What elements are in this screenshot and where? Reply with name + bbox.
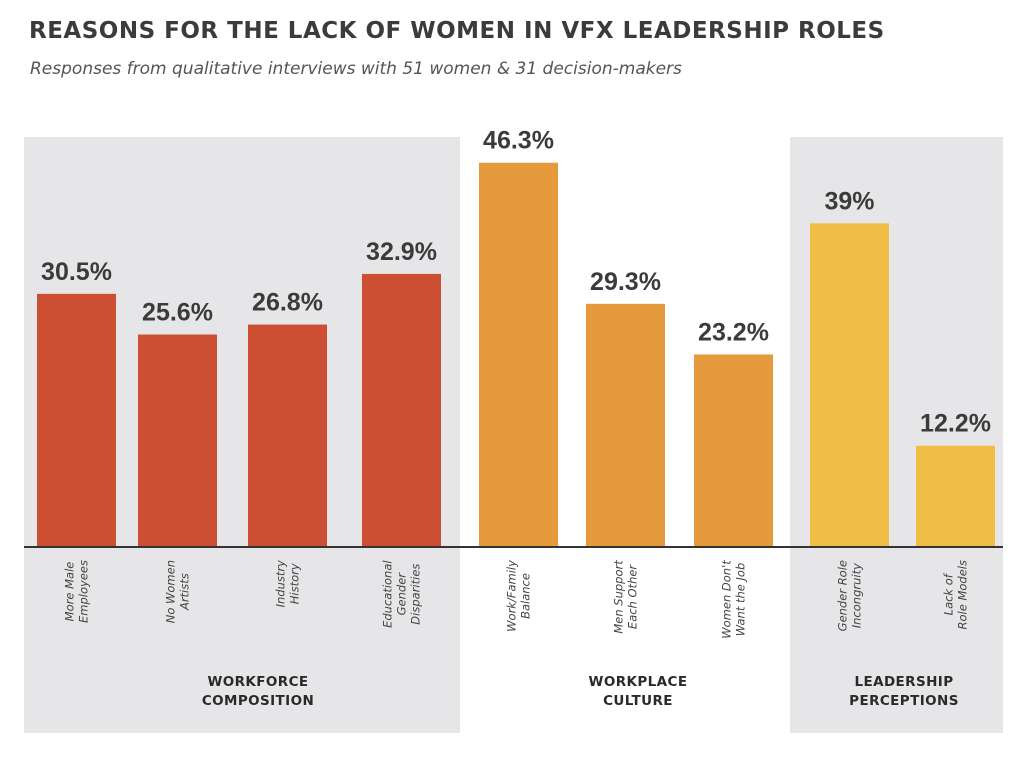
category-label-line: History <box>288 563 302 604</box>
category-label-line: Each Other <box>626 564 640 630</box>
bar-value-label: 46.3% <box>483 127 554 155</box>
chart-title: REASONS FOR THE LACK OF WOMEN IN VFX LEA… <box>29 18 885 44</box>
group-label-line: WORKFORCE <box>207 674 308 690</box>
bar-value-label: 26.8% <box>252 289 323 317</box>
group-label-line: CULTURE <box>603 693 673 709</box>
group-label: WORKPLACE CULTURE <box>589 674 688 709</box>
bar-value-label: 12.2% <box>920 410 991 438</box>
category-label-line: More Male <box>63 562 77 622</box>
bar <box>916 445 995 547</box>
bar <box>37 293 116 547</box>
category-label-line: Want the Job <box>734 563 748 637</box>
chart-subtitle: Responses from qualitative interviews wi… <box>30 59 682 79</box>
bar <box>694 354 773 547</box>
bar <box>810 223 889 548</box>
group-label-line: PERCEPTIONS <box>849 693 959 709</box>
bar-value-label: 39% <box>824 187 874 215</box>
category-label-line: Lack of <box>942 572 956 615</box>
category-label-line: Gender Role <box>836 560 850 631</box>
category-label-line: Balance <box>519 573 533 619</box>
category-label-line: Educational <box>381 560 395 628</box>
category-label-line: Work/Family <box>505 560 519 632</box>
category-label-line: Disparities <box>409 564 423 625</box>
category-label: Men SupportEach Other <box>612 560 640 634</box>
bar <box>586 303 665 547</box>
category-label-line: Women Don't <box>720 560 734 639</box>
category-label-line: Men Support <box>612 560 626 634</box>
bar-value-label: 29.3% <box>590 268 661 296</box>
group-label-line: WORKPLACE <box>589 674 688 690</box>
category-label: Work/FamilyBalance <box>505 560 533 632</box>
category-label: Women Don'tWant the Job <box>720 560 748 639</box>
group-label-line: COMPOSITION <box>202 693 314 709</box>
bar-value-label: 25.6% <box>142 299 213 327</box>
category-label: Gender RoleIncongruity <box>836 560 864 631</box>
bar <box>138 334 217 547</box>
category-label-line: Incongruity <box>850 563 864 628</box>
bar-value-label: 32.9% <box>366 238 437 266</box>
group-label-line: LEADERSHIP <box>854 674 953 690</box>
category-label-line: No Women <box>164 560 178 623</box>
category-label-line: Gender <box>395 572 409 616</box>
bar <box>479 162 558 547</box>
bar-value-label: 30.5% <box>41 258 112 286</box>
category-label-line: Employees <box>77 560 91 623</box>
category-label: EducationalGenderDisparities <box>381 560 423 628</box>
category-label-line: Role Models <box>956 560 970 629</box>
category-label: No WomenArtists <box>164 560 192 623</box>
bar <box>248 324 327 547</box>
category-label-line: Industry <box>274 560 288 607</box>
bar <box>362 273 441 547</box>
group-label: WORKFORCE COMPOSITION <box>202 674 314 709</box>
group-label: LEADERSHIP PERCEPTIONS <box>849 674 959 709</box>
category-label: Lack ofRole Models <box>942 560 970 629</box>
category-label: More MaleEmployees <box>63 560 91 623</box>
category-label-line: Artists <box>178 573 192 611</box>
category-label: IndustryHistory <box>274 560 302 607</box>
bar-value-label: 23.2% <box>698 318 769 346</box>
